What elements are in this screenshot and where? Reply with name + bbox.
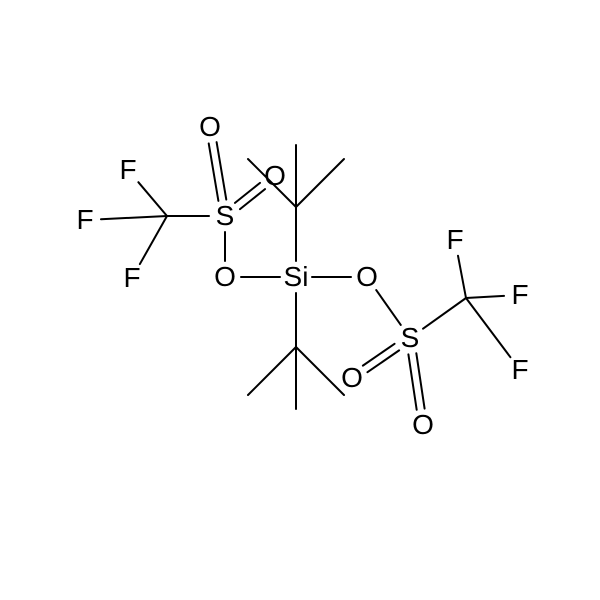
atom-label-F2: F <box>76 206 93 234</box>
atom-label-F4: F <box>446 226 463 254</box>
atom-label-F3: F <box>123 264 140 292</box>
atom-label-F6: F <box>511 356 528 384</box>
atom-label-S_right: S <box>401 324 420 352</box>
atom-label-F5: F <box>511 281 528 309</box>
atom-label-S_left: S <box>216 202 235 230</box>
atom-label-O_right_single: O <box>356 263 378 291</box>
chemical-structure-diagram: OFFFSOOSiOSOOFFF <box>0 0 600 600</box>
bond-layer <box>0 0 600 600</box>
atom-label-O_left_dbl: O <box>264 162 286 190</box>
atom-label-Si: Si <box>284 263 309 291</box>
atom-label-O_top_left: O <box>199 113 221 141</box>
atom-label-F1: F <box>119 156 136 184</box>
atom-label-O_right_dbl_down: O <box>412 411 434 439</box>
atom-label-O_left_single: O <box>214 263 236 291</box>
atom-label-O_right_dbl_left: O <box>341 364 363 392</box>
